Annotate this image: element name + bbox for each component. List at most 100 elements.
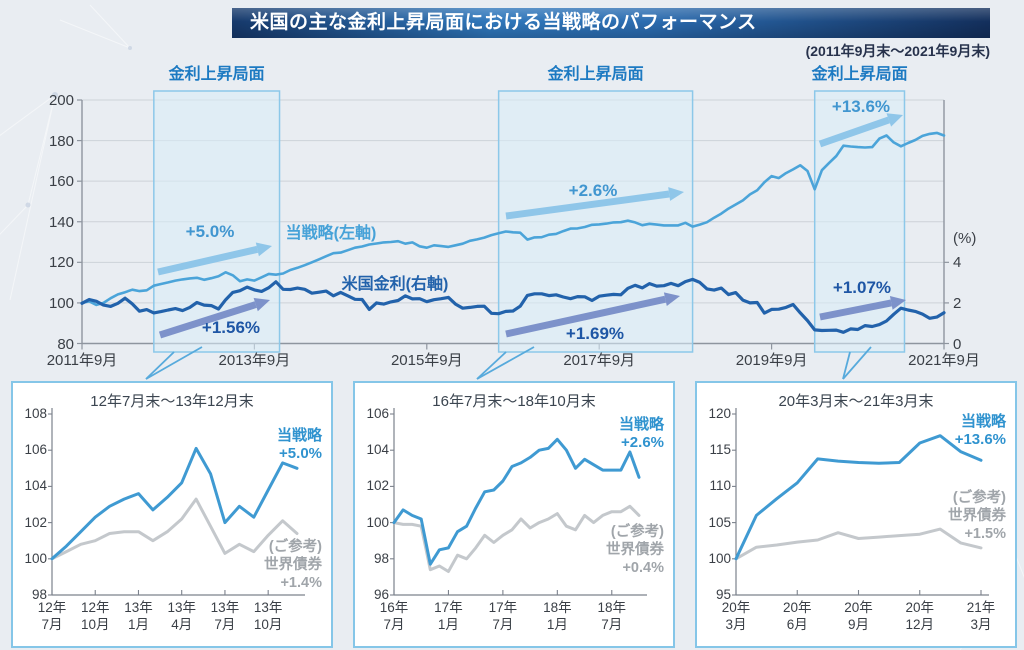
sub-x-tick-line2: 1月 [127, 616, 149, 632]
main-right-tick-label: 0 [953, 335, 962, 353]
strategy-gain-label: +13.6% [831, 97, 891, 116]
sub-x-tick-line1: 17年 [434, 600, 463, 615]
sub-x-tick-label: 13年 7月 [194, 600, 256, 634]
rate-series-label: 米国金利(右軸) [341, 276, 449, 293]
subchart-3-bonds-label: (ご参考) 世界債券 +1.5% [948, 489, 1006, 543]
sub-x-tick-label: 13年 1月 [107, 600, 169, 634]
sub-x-tick-line1: 13年 [167, 600, 196, 615]
subchart-2-strategy-label: 当戦略 +2.6% [619, 416, 664, 452]
subchart-2-canvas [390, 408, 647, 596]
subchart-1-bonds-label: (ご参考) 世界債券 +1.4% [264, 538, 322, 592]
sub-y-tick-label: 120 [708, 406, 731, 421]
sub-y-tick-label: 96 [373, 587, 389, 602]
sub-x-tick-label: 20年 9月 [828, 600, 890, 634]
us-rate-line [80, 277, 946, 334]
main-x-tick-label: 2019年9月 [735, 352, 808, 369]
connector-2 [476, 346, 535, 380]
sub-y-tick-label: 106 [24, 442, 47, 458]
bonds-name-1: (ご参考) [952, 490, 1006, 506]
sub-x-tick-label: 17年 7月 [472, 600, 534, 634]
sub-x-tick-label: 13年 10月 [237, 600, 299, 634]
world-bonds-line [50, 497, 299, 561]
sub-x-tick-label: 12年 7月 [21, 600, 83, 634]
sub-x-tick-line2: 12月 [905, 616, 935, 632]
connector-1 [145, 351, 175, 380]
connector-1 [145, 346, 203, 380]
bonds-gain: +0.4% [622, 560, 664, 577]
sub-x-tick-label: 20年 3月 [705, 600, 767, 634]
rate-rise-region-label: 金利上昇局面 [547, 66, 644, 83]
sub-x-tick-label: 13年 4月 [151, 600, 213, 634]
page-subtitle: (2011年9月末～2021年9月末) [805, 43, 990, 59]
bonds-gain: +1.4% [280, 575, 322, 592]
main-right-tick-label: 2 [953, 294, 962, 312]
sub-x-tick-line2: 7月 [601, 616, 623, 632]
sub-y-tick-label: 104 [366, 442, 389, 458]
main-y-tick-label: 160 [48, 173, 74, 191]
sub-x-tick-line1: 12年 [80, 600, 110, 615]
strategy-gain-arrow-1 [157, 245, 259, 276]
bonds-name-2: 世界債券 [606, 542, 664, 559]
sub-x-tick-label: 12年 10月 [64, 600, 126, 634]
strategy-gain-arrow-3 [818, 116, 890, 148]
strategy-line [50, 446, 299, 561]
rate-rise-region-label: 金利上昇局面 [811, 66, 908, 83]
main-y-tick-label: 120 [48, 254, 74, 272]
right-axis-unit-label: (%) [953, 230, 977, 247]
subchart-2-title: 16年7月末～18年10月末 [432, 393, 596, 410]
connector-2 [476, 351, 507, 380]
sub-x-tick-label: 16年 7月 [363, 600, 425, 634]
rate-gain-arrow-3-head [889, 296, 906, 310]
rate-gain-arrow-2 [505, 295, 667, 338]
world-bonds-line [392, 504, 641, 573]
sub-y-tick-label: 110 [709, 478, 731, 494]
bonds-name-1: (ご参考) [268, 539, 322, 555]
subchart-period-3: 20年3月末～21年3月末 当戦略 +13.6% (ご参考) 世界債券 +1.5… [695, 381, 1017, 648]
strategy-gain-arrow-2 [505, 190, 670, 220]
sub-x-tick-label: 17年 1月 [417, 600, 479, 634]
main-y-tick-label: 100 [48, 294, 74, 312]
sub-y-tick-label: 102 [24, 514, 47, 530]
main-y-tick-label: 80 [57, 335, 74, 353]
strategy-gain: +2.6% [621, 434, 664, 451]
rate-gain-arrow-2-head [663, 292, 680, 306]
strategy-name: 当戦略 [960, 413, 1006, 430]
strategy-gain-label: +5.0% [185, 222, 235, 241]
sub-x-tick-label: 20年 12月 [889, 600, 951, 634]
main-chart-canvas [77, 90, 949, 380]
connector-3 [842, 351, 851, 380]
sub-x-tick-line1: 13年 [124, 600, 153, 615]
sub-x-tick-line2: 6月 [786, 616, 808, 632]
sub-y-tick-label: 102 [366, 478, 389, 494]
bonds-gain: +1.5% [964, 526, 1006, 543]
strategy-line [392, 437, 641, 566]
sub-x-tick-line1: 18年 [543, 600, 572, 615]
sub-x-tick-line1: 13年 [210, 600, 240, 615]
sub-y-tick-label: 95 [715, 587, 731, 602]
sub-y-tick-label: 104 [24, 478, 47, 494]
sub-x-tick-line1: 16年 [379, 600, 409, 615]
sub-x-tick-line1: 13年 [253, 600, 283, 615]
main-x-tick-label: 2017年9月 [563, 352, 636, 369]
sub-x-tick-line2: 7月 [492, 616, 514, 632]
subchart-1-title: 12年7月末～13年12月末 [90, 393, 254, 410]
sub-x-tick-line1: 20年 [721, 600, 751, 615]
sub-x-tick-label: 20年 6月 [766, 600, 828, 634]
sub-x-tick-line2: 7月 [214, 616, 236, 632]
main-x-tick-label: 2021年9月 [908, 352, 980, 369]
sub-y-tick-label: 98 [31, 587, 47, 602]
bonds-name-1: (ご参考) [610, 524, 664, 540]
sub-x-tick-line1: 20年 [905, 600, 935, 615]
bonds-name-2: 世界債券 [264, 557, 322, 574]
rate-gain-arrow-3 [819, 299, 892, 321]
subchart-1-canvas [48, 408, 305, 596]
sub-x-tick-line2: 3月 [970, 616, 992, 632]
sub-x-tick-line2: 1月 [437, 616, 459, 632]
rate-gain-arrow-1 [158, 301, 257, 339]
strategy-series-label: 当戦略(左軸) [285, 225, 377, 242]
main-y-tick-label: 140 [48, 213, 74, 231]
sub-x-tick-label: 18年 1月 [526, 600, 588, 634]
sub-y-tick-label: 98 [373, 550, 389, 566]
world-bonds-line [734, 527, 983, 561]
strategy-gain-arrow-2-head [668, 187, 684, 201]
